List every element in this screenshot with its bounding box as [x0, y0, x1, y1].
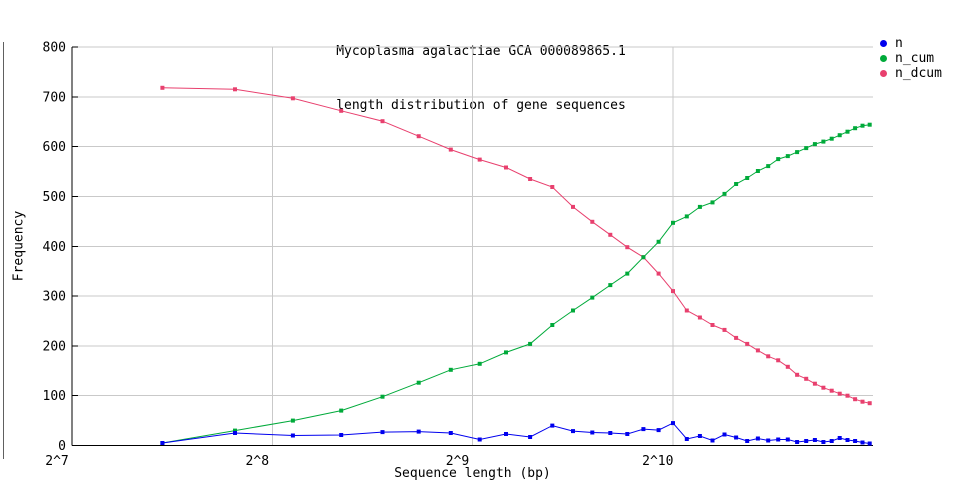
svg-text:2^10: 2^10	[642, 454, 673, 469]
svg-text:800: 800	[43, 41, 66, 56]
svg-text:600: 600	[43, 140, 66, 155]
legend-label-n-cum: n_cum	[895, 51, 935, 66]
series-n_dcum	[160, 85, 872, 406]
svg-text:2^7: 2^7	[45, 454, 68, 469]
x-tick-labels: 2^7 2^8 2^9 2^10	[45, 454, 673, 469]
chart-title-block: Mycoplasma agalactiae GCA 000089865.1 le…	[0, 7, 962, 151]
svg-text:700: 700	[43, 90, 66, 105]
x-axis-label: Sequence length (bp)	[394, 466, 551, 481]
svg-text:400: 400	[43, 240, 66, 255]
legend-label-n-dcum: n_dcum	[895, 66, 942, 81]
svg-text:500: 500	[43, 190, 66, 205]
series-n	[160, 421, 872, 446]
svg-text:2^8: 2^8	[246, 454, 269, 469]
svg-text:100: 100	[43, 389, 66, 404]
chart-title: Mycoplasma agalactiae GCA 000089865.1	[336, 44, 626, 59]
svg-text:0: 0	[58, 439, 66, 454]
svg-text:200: 200	[43, 339, 66, 354]
svg-text:300: 300	[43, 290, 66, 305]
legend-marker-n-cum	[880, 55, 887, 62]
legend-marker-n-dcum	[880, 70, 887, 77]
legend-item-n-cum: n_cum	[880, 51, 942, 66]
chart-subtitle: length distribution of gene sequences	[336, 98, 626, 113]
legend-item-n: n	[880, 36, 942, 51]
legend-marker-n	[880, 40, 887, 47]
series-n_cum	[160, 122, 872, 445]
y-tick-labels: 0 100 200 300 400 500 600 700 800	[43, 41, 66, 455]
gridlines	[72, 46, 873, 446]
legend-label-n: n	[895, 36, 903, 51]
left-edge-rule	[3, 42, 4, 459]
legend-item-n-dcum: n_dcum	[880, 66, 942, 81]
axes	[71, 46, 873, 446]
legend: n n_cum n_dcum	[880, 36, 942, 81]
svg-text:2^9: 2^9	[446, 454, 469, 469]
